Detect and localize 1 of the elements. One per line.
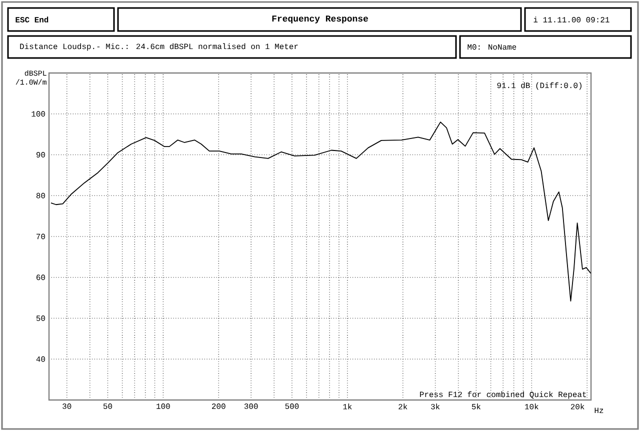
chart-title: Frequency Response <box>272 16 368 24</box>
